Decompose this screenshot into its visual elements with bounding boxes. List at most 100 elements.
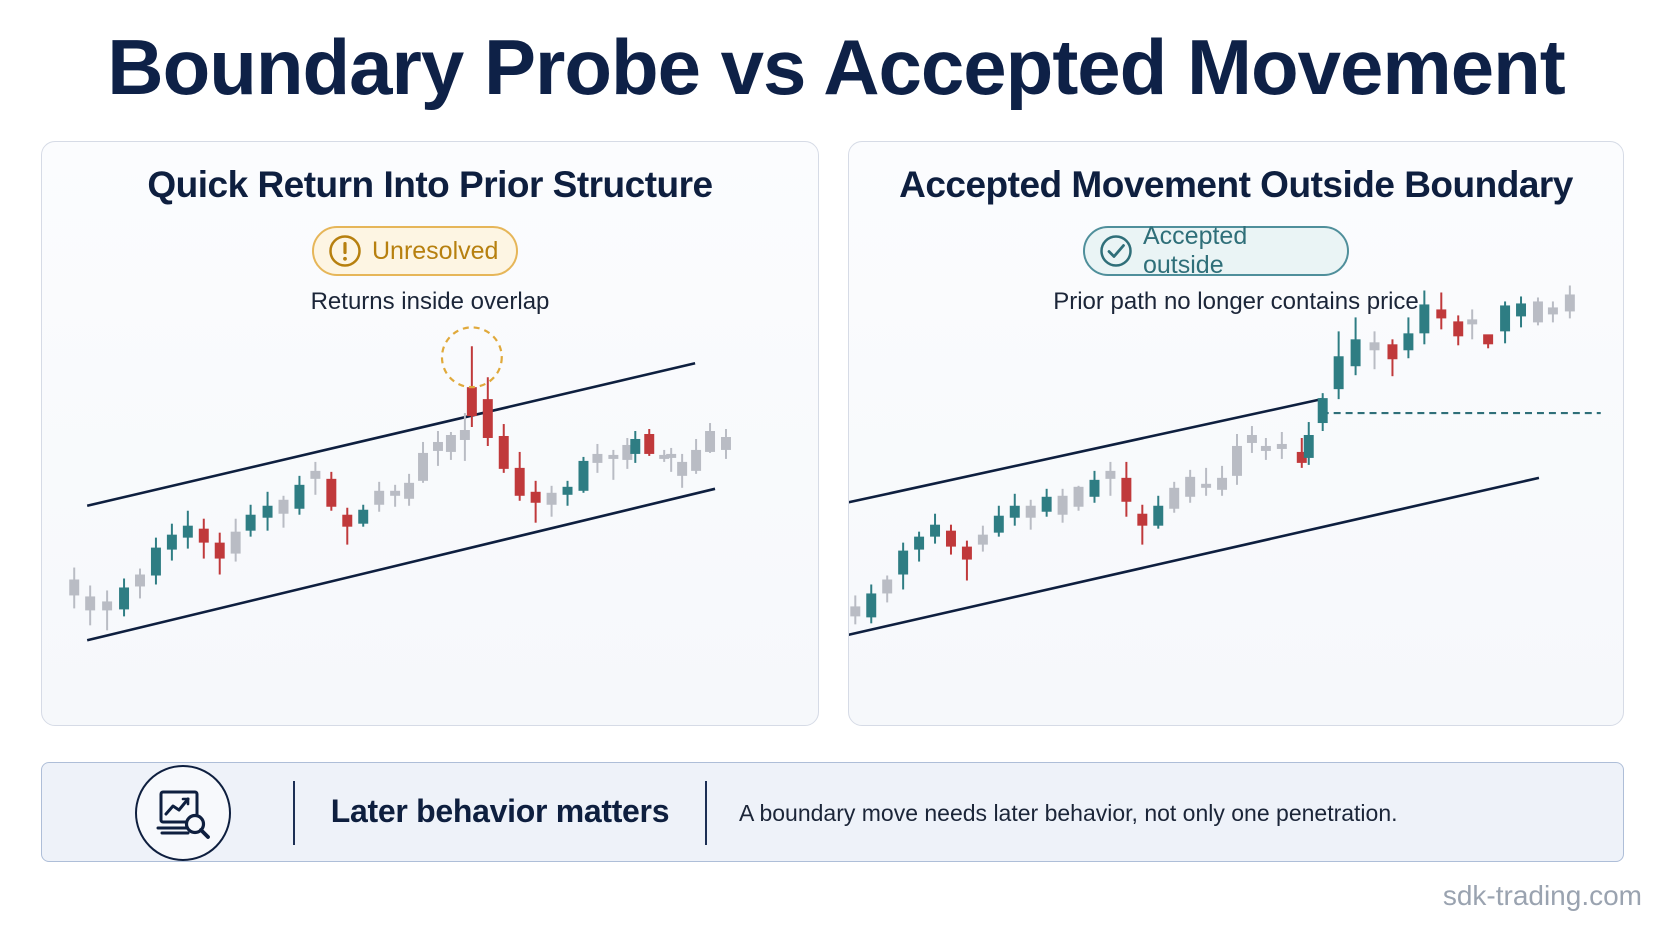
candle [630,431,641,463]
candle [1532,297,1543,326]
candle [1547,301,1558,323]
candle-body [390,490,401,496]
candlestick-chart-probe [69,326,731,642]
candle-body [1276,443,1287,449]
candle [262,491,273,531]
candle [993,505,1004,537]
candle [578,456,589,493]
candle [666,447,677,472]
candle [418,441,429,483]
candle [961,540,972,581]
candle [1185,469,1196,503]
candle-body [198,528,209,543]
candle [977,525,988,552]
candlestick-chart-accepted [849,285,1601,636]
candle-body [1403,333,1414,351]
candle-body [445,434,456,452]
candle-body [578,460,589,491]
candle [691,438,702,474]
candle-body [608,454,619,459]
candle [866,584,877,624]
candle [1073,485,1084,511]
candle [482,377,493,446]
candle-body [85,596,96,611]
candle-body [1073,486,1084,507]
candle [198,518,209,559]
lower-boundary-line [86,487,716,642]
candle [432,431,443,466]
candle-body [514,467,525,496]
watermark: sdk-trading.com [1442,880,1642,911]
candle [1453,315,1464,346]
candle [622,437,633,469]
candle-body [866,593,877,618]
candle-body [930,524,941,537]
candle-body [1516,303,1527,317]
candle-body [592,453,603,463]
candle [1467,309,1478,340]
candle [1317,393,1328,432]
candle-body [418,452,429,481]
candle-body [1350,339,1361,367]
candle [1201,467,1212,496]
candle-body [135,574,145,587]
candle-body [358,509,369,524]
candle [245,504,256,537]
candle [1260,437,1271,460]
candle-body [69,579,80,596]
candle [930,513,941,544]
badge-label: Accepted outside [1143,222,1248,279]
candle-body [278,499,289,514]
candle [342,507,353,545]
candle-body [1387,344,1398,360]
candle-body [1369,342,1380,351]
candle-body [691,449,702,471]
candle [1403,317,1414,359]
panel-accepted-movement: Accepted Movement Outside Boundary Accep… [848,141,1624,726]
candle-body [1467,319,1478,325]
candle-body [721,436,731,450]
candle-body [1303,434,1314,458]
candle [546,485,557,517]
candle-body [245,514,256,531]
candle-body [1246,434,1257,443]
candle [721,429,731,459]
candle [150,537,161,585]
status-badge-accepted: Accepted outside [1083,222,1349,279]
candle-body [482,399,493,438]
candle-body [1532,301,1543,323]
candle [119,578,130,617]
probe-highlight-circle [440,326,503,389]
banner-icon-circle [135,765,231,861]
candle-body [1419,304,1430,334]
candle-body [1137,513,1148,526]
candle-body [326,478,337,507]
candle [1025,499,1036,530]
candle-body [214,542,225,559]
candle [69,567,80,609]
candle [1169,481,1180,513]
candle-body [182,525,193,538]
upper-boundary-line [86,361,696,508]
candle-body [310,470,321,479]
candle [1296,437,1307,468]
candle-body [530,491,541,503]
candle [498,424,509,473]
candle [85,585,96,626]
candle-body [666,453,677,458]
summary-banner: Later behavior matters A boundary move n… [41,762,1624,862]
candle [1153,495,1164,529]
candle [1057,488,1068,523]
candle [530,480,541,523]
banner-text: A boundary move needs later behavior, no… [739,800,1398,826]
candle-body [1500,305,1511,332]
candle-body [977,534,988,545]
candle-body [404,482,415,499]
candle-body [644,433,655,454]
candle-body [1009,505,1020,518]
candle [1105,461,1116,496]
badge-label: Unresolved [372,236,499,265]
banner-divider [293,781,295,845]
candle [310,461,321,495]
candle-body [166,534,177,550]
